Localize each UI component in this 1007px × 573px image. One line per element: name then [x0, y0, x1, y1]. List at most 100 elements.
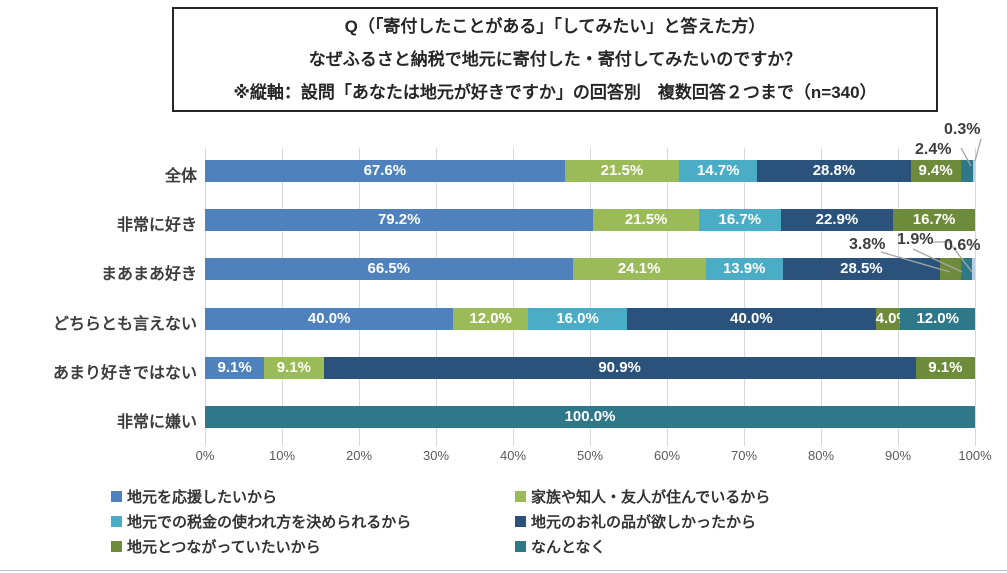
gridline	[436, 148, 437, 446]
bar-row: 100.0%	[205, 406, 975, 428]
axis-tick-label: 60%	[653, 448, 681, 463]
callout-value-label: 0.3%	[944, 121, 981, 138]
bar-segment-family-friends: 9.1%	[264, 357, 324, 379]
bar-segment-tax-usage: 13.9%	[705, 258, 783, 280]
legend-item-tax-usage: 地元での税金の使われ方を決められるから	[111, 511, 411, 532]
callout-value-label: 1.9%	[897, 231, 934, 248]
callout-value-label: 3.8%	[849, 236, 886, 253]
segment-value-label: 9.4%	[918, 162, 953, 179]
segment-value-label: 9.1%	[217, 359, 252, 376]
legend-swatch-no-particular-reason	[515, 541, 526, 552]
bar-row: 66.5% 24.1% 13.9% 28.5%	[205, 258, 975, 280]
bar-segment-thank-you-gifts: 90.9%	[323, 357, 916, 379]
legend-item-support-local: 地元を応援したいから	[111, 486, 277, 507]
axis-tick-label: 10%	[268, 448, 296, 463]
axis-tick-label: 100%	[958, 448, 992, 463]
gridline	[821, 148, 822, 446]
bar-segment-family-friends: 24.1%	[572, 258, 706, 280]
segment-value-label: 67.6%	[363, 162, 407, 179]
segment-value-label: 9.1%	[276, 359, 311, 376]
axis-tick-label: 30%	[422, 448, 450, 463]
axis-tick-label: 40%	[499, 448, 527, 463]
bar-row: 79.2% 21.5% 16.7% 22.9% 16.7%	[205, 209, 975, 231]
bar-segment-other-sliver	[973, 160, 975, 182]
bar-segment-stay-connected: 9.1%	[915, 357, 975, 379]
callout-value-label: 0.6%	[944, 237, 981, 254]
bar-segment-support-local: 66.5%	[205, 258, 573, 280]
category-label: まあまあ好き	[100, 266, 197, 283]
segment-value-label: 9.1%	[928, 359, 963, 376]
segment-value-label: 21.5%	[624, 211, 668, 228]
legend-label: 地元とつながっていたいから	[127, 539, 321, 556]
bar-segment-tax-usage: 16.0%	[527, 308, 628, 330]
bar-segment-family-friends: 21.5%	[564, 160, 680, 182]
bar-segment-no-particular-reason	[960, 160, 974, 182]
legend-label: 地元のお礼の品が欲しかったから	[531, 514, 757, 531]
bar-segment-support-local: 67.6%	[205, 160, 565, 182]
gridline	[282, 148, 283, 446]
legend-label: 地元を応援したいから	[127, 489, 278, 506]
gridline	[590, 148, 591, 446]
axis-tick-label: 80%	[807, 448, 835, 463]
bar-segment-stay-connected: 16.7%	[893, 209, 975, 231]
segment-value-label: 14.7%	[696, 162, 740, 179]
bar-segment-thank-you-gifts: 28.5%	[782, 258, 941, 280]
axis-tick-label: 50%	[576, 448, 604, 463]
segment-value-label: 28.8%	[812, 162, 856, 179]
segment-value-label: 22.9%	[815, 211, 859, 228]
segment-value-label: 4.0%	[875, 310, 910, 327]
legend-swatch-thank-you-gifts	[515, 516, 526, 527]
gridline	[898, 148, 899, 446]
legend-item-family-friends: 家族や知人・友人が住んでいるから	[515, 486, 770, 507]
bar-segment-no-particular-reason	[961, 258, 972, 280]
bar-segment-support-local: 9.1%	[205, 357, 265, 379]
bottom-divider	[0, 570, 1007, 571]
legend-swatch-family-friends	[515, 491, 526, 502]
legend-item-no-particular-reason: なんとなく	[515, 536, 606, 557]
callout-value-label: 2.4%	[915, 141, 952, 158]
bar-segment-thank-you-gifts: 22.9%	[780, 209, 894, 231]
gridline	[205, 148, 206, 446]
bar-row: 9.1% 9.1% 90.9% 9.1%	[205, 357, 975, 379]
axis-tick-label: 70%	[730, 448, 758, 463]
bar-segment-support-local: 79.2%	[205, 209, 594, 231]
gridline	[359, 148, 360, 446]
bar-segment-family-friends: 12.0%	[453, 308, 528, 330]
legend-swatch-support-local	[111, 491, 122, 502]
category-label: あまり好きではない	[52, 365, 197, 382]
segment-value-label: 28.5%	[840, 260, 883, 277]
category-label: 非常に嫌い	[116, 414, 197, 431]
bar-segment-stay-connected: 9.4%	[910, 160, 961, 182]
segment-value-label: 40.0%	[307, 310, 351, 327]
segment-value-label: 21.5%	[600, 162, 644, 179]
gridline	[975, 148, 976, 446]
bar-row: 40.0% 12.0% 16.0% 40.0% 4.0% 12.0%	[205, 308, 975, 330]
bar-segment-no-particular-reason: 100.0%	[205, 406, 975, 428]
legend-swatch-stay-connected	[111, 541, 122, 552]
segment-value-label: 16.0%	[556, 310, 599, 327]
bar-segment-stay-connected	[940, 258, 962, 280]
chart-title-line-1: Q（「寄付したことがある」「してみたい」と答えた方）	[344, 17, 766, 36]
segment-value-label: 40.0%	[730, 310, 773, 327]
segment-value-label: 16.7%	[912, 211, 956, 228]
chart-title-box: Q（「寄付したことがある」「してみたい」と答えた方） なぜふるさと納税で地元に寄…	[172, 7, 938, 112]
axis-tick-label: 90%	[884, 448, 912, 463]
category-label: どちらとも言えない	[52, 316, 197, 333]
segment-value-label: 100.0%	[564, 408, 616, 425]
segment-value-label: 90.9%	[598, 359, 641, 376]
legend-swatch-tax-usage	[111, 516, 122, 527]
segment-value-label: 12.0%	[469, 310, 512, 327]
bar-segment-other-sliver	[971, 258, 975, 280]
axis-tick-label: 20%	[345, 448, 373, 463]
chart-title-line-3: ※縦軸：設問「あなたは地元が好きですか」の回答別 複数回答２つまで（n=340）	[233, 83, 877, 102]
gridline	[744, 148, 745, 446]
legend-item-thank-you-gifts: 地元のお礼の品が欲しかったから	[515, 511, 756, 532]
legend-item-stay-connected: 地元とつながっていたいから	[111, 536, 321, 557]
chart-title-line-2: なぜふるさと納税で地元に寄付した・寄付してみたいのですか？	[308, 50, 802, 69]
gridline	[667, 148, 668, 446]
segment-value-label: 16.7%	[718, 211, 762, 228]
bar-segment-thank-you-gifts: 28.8%	[757, 160, 911, 182]
segment-value-label: 24.1%	[617, 260, 661, 277]
legend-label: なんとなく	[531, 539, 606, 556]
